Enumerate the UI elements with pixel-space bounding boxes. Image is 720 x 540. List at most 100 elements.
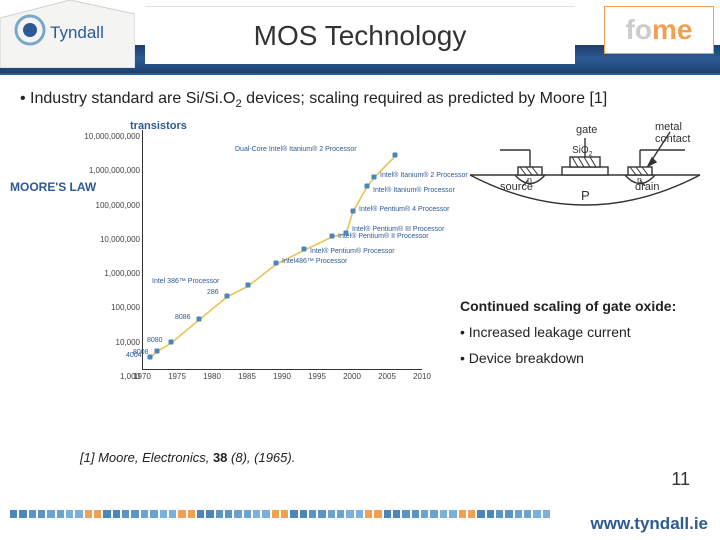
footer-dot — [10, 510, 17, 518]
chart-point-label: 8008 — [133, 349, 149, 356]
footer-dots — [10, 510, 550, 518]
chart-xtick: 1970 — [133, 372, 151, 381]
fome-logo: fome — [604, 6, 714, 54]
footer-dot — [393, 510, 400, 518]
footer-dot — [337, 510, 344, 518]
footer-dot — [533, 510, 540, 518]
scaling-bullet-1: • Increased leakage current — [460, 324, 710, 340]
chart-ytick: 10,000 — [116, 338, 140, 347]
footer-dot — [66, 510, 73, 518]
header-thinline — [0, 73, 720, 75]
footer-dot — [281, 510, 288, 518]
page-number: 11 — [671, 469, 690, 490]
chart-ytick: 1,000,000 — [104, 269, 140, 278]
diagram-contact-label: contact — [655, 133, 690, 145]
footer-dot — [131, 510, 138, 518]
chart-point-label: Intel® Itanium® 2 Processor — [380, 172, 468, 179]
diagram-gate-label: gate — [576, 124, 597, 136]
footer-dot — [75, 510, 82, 518]
footer-dot — [169, 510, 176, 518]
footer-dot — [524, 510, 531, 518]
chart-point — [393, 153, 398, 158]
diagram-n-right: n — [637, 175, 642, 185]
chart-xtick: 1975 — [168, 372, 186, 381]
footer-dot — [300, 510, 307, 518]
footer-dot — [19, 510, 26, 518]
footer-dot — [216, 510, 223, 518]
footer-dot — [346, 510, 353, 518]
chart-ytick: 100,000,000 — [96, 201, 141, 210]
fome-fo: fo — [626, 14, 652, 46]
footer-dot — [477, 510, 484, 518]
footer-dot — [505, 510, 512, 518]
footer-dot — [253, 510, 260, 518]
footer-dot — [365, 510, 372, 518]
chart-point-label: Intel® Pentium® 4 Processor — [359, 206, 449, 213]
footer-dot — [272, 510, 279, 518]
footer-dot — [430, 510, 437, 518]
footer-dot — [328, 510, 335, 518]
footer-dot — [113, 510, 120, 518]
chart-xtick: 2005 — [378, 372, 396, 381]
footer-dot — [459, 510, 466, 518]
chart-point — [274, 261, 279, 266]
mosfet-diagram: gate SiO2 metal contact source drain n n… — [460, 120, 710, 240]
chart-point — [155, 348, 160, 353]
chart-xtick: 1995 — [308, 372, 326, 381]
footer-dot — [29, 510, 36, 518]
chart-yticks: 10,000,000,0001,000,000,000100,000,00010… — [80, 128, 140, 368]
chart-point-label: Intel486™ Processor — [282, 258, 347, 265]
chart-point-label: Intel® Pentium® III Processor — [352, 226, 444, 233]
footer-dot — [188, 510, 195, 518]
footer-dot — [543, 510, 550, 518]
scaling-bullet-2: • Device breakdown — [460, 350, 710, 366]
footer-dot — [421, 510, 428, 518]
footer-dot — [449, 510, 456, 518]
chart-point — [365, 183, 370, 188]
citation-suffix: (8), (1965). — [227, 450, 295, 465]
chart-xtick: 1990 — [273, 372, 291, 381]
footer-dot — [496, 510, 503, 518]
footer-dot — [57, 510, 64, 518]
slide-title: MOS Technology — [145, 6, 575, 64]
chart-point-label: Intel® Itanium® Processor — [373, 187, 455, 194]
footer-dot — [440, 510, 447, 518]
footer-dot — [206, 510, 213, 518]
footer-dot — [244, 510, 251, 518]
footer-dot — [402, 510, 409, 518]
chart-xtick: 2010 — [413, 372, 431, 381]
footer-dot — [103, 510, 110, 518]
citation: [1] Moore, Electronics, 38 (8), (1965). — [80, 450, 295, 465]
footer-dot — [150, 510, 157, 518]
chart-xtick: 1985 — [238, 372, 256, 381]
diagram-sio2-label: SiO2 — [572, 145, 593, 158]
top-bullet: • Industry standard are Si/Si.O2 devices… — [20, 90, 700, 110]
footer-dot — [178, 510, 185, 518]
footer-dot — [225, 510, 232, 518]
chart-plot-area: 4004800880808086286Intel 386™ ProcessorI… — [142, 130, 422, 370]
footer-dot — [197, 510, 204, 518]
footer-dot — [38, 510, 45, 518]
citation-prefix: [1] Moore, Electronics, — [80, 450, 213, 465]
chart-point — [351, 208, 356, 213]
mosfet-svg: gate SiO2 metal contact source drain n n… — [460, 120, 710, 240]
footer-dot — [290, 510, 297, 518]
footer-dot — [141, 510, 148, 518]
footer-dot — [262, 510, 269, 518]
footer-url: www.tyndall.ie — [591, 514, 708, 534]
chart-xtick: 1980 — [203, 372, 221, 381]
chart-xtick: 2000 — [343, 372, 361, 381]
tyndall-logo: Tyndall — [0, 0, 135, 68]
footer-dot — [356, 510, 363, 518]
fome-me: me — [652, 14, 692, 46]
slide-header: Tyndall MOS Technology fome — [0, 0, 720, 78]
moores-law-chart: transistors MOORE'S LAW 10,000,000,0001,… — [10, 120, 450, 390]
footer-dot — [468, 510, 475, 518]
scaling-heading: Continued scaling of gate oxide: — [460, 298, 710, 314]
chart-point-label: 8080 — [147, 337, 163, 344]
diagram-p-label: P — [581, 188, 590, 203]
footer-dot — [515, 510, 522, 518]
chart-point-label: Intel® Pentium® Processor — [310, 248, 395, 255]
chart-point — [302, 247, 307, 252]
chart-point — [372, 174, 377, 179]
